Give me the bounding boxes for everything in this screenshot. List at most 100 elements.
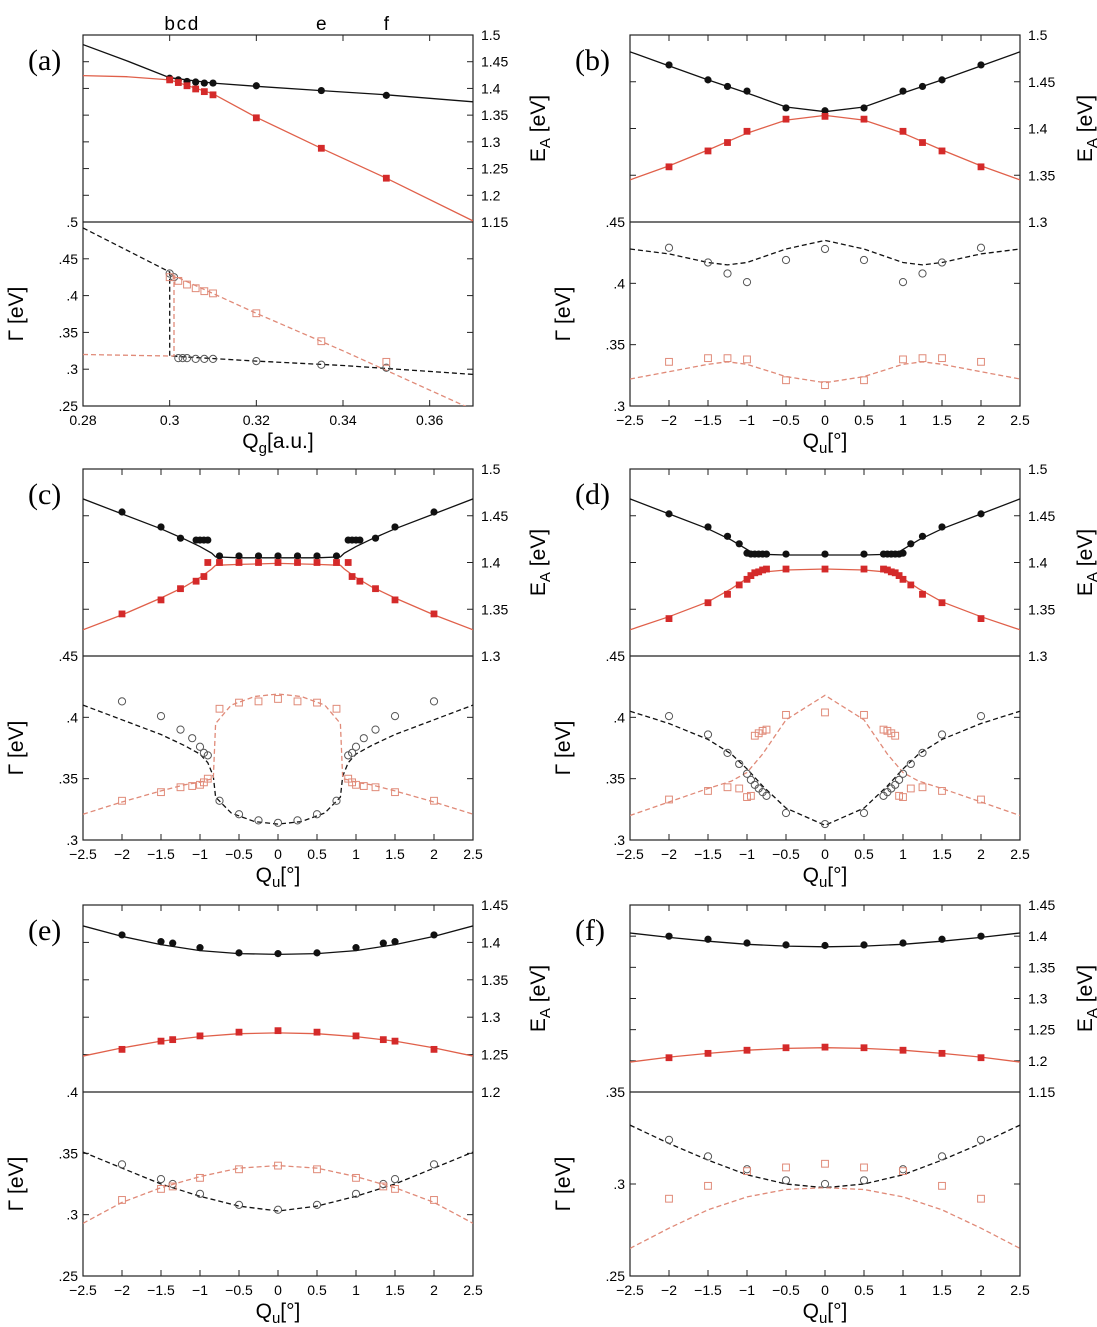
lower-data-point <box>859 808 869 818</box>
upper-data-point <box>887 568 895 576</box>
xtick-label: 1 <box>352 846 360 862</box>
upper-data-point <box>747 572 755 579</box>
lower-data-point <box>859 255 869 265</box>
upper-ytick-label: 1.2 <box>1028 1053 1048 1069</box>
lower-data-point <box>317 360 326 369</box>
lower-data-point <box>664 1135 674 1144</box>
lower-data-point <box>820 819 830 829</box>
xtick-label: 2 <box>430 846 438 862</box>
lower-data-point <box>665 795 673 804</box>
lower-data-point <box>664 243 674 252</box>
lower-data-point <box>182 354 192 363</box>
lower-data-point <box>359 734 368 743</box>
lower-data-point <box>937 258 947 267</box>
lower-data-point <box>430 796 438 805</box>
upper-data-point <box>317 86 325 95</box>
lower-data-point <box>664 712 674 721</box>
xtick-label: 0.34 <box>329 412 356 428</box>
xtick-label: 0.5 <box>307 846 327 862</box>
upper-data-point <box>209 91 217 99</box>
lower-data-point <box>723 783 732 792</box>
upper-data-point <box>860 941 868 949</box>
lower-data-point <box>176 725 185 734</box>
lower-data-point <box>704 354 712 363</box>
lower-ylabel: Γ [eV] <box>5 1157 28 1212</box>
xtick-label: 1.5 <box>385 1282 405 1298</box>
upper-data-point <box>977 163 985 171</box>
upper-data-point <box>743 87 751 95</box>
lower-ytick-label: .3 <box>66 832 78 848</box>
lower-data-point <box>747 791 755 800</box>
xtick-label: 2.5 <box>463 1282 483 1298</box>
lower-data-point <box>293 816 302 825</box>
lower-fit-curve <box>630 239 1020 266</box>
lower-data-point <box>703 1152 713 1161</box>
upper-data-point <box>200 79 208 87</box>
plot-frame <box>629 904 1021 1277</box>
upper-ylabel: EA [eV] <box>1074 965 1097 1032</box>
upper-data-point <box>313 559 321 566</box>
lower-ytick-label: .45 <box>606 214 626 230</box>
upper-data-point <box>235 1028 243 1036</box>
upper-data-point <box>938 76 946 84</box>
upper-data-point <box>313 1028 321 1036</box>
lower-data-point <box>820 1179 830 1189</box>
upper-ytick-label: 1.25 <box>1028 1022 1055 1038</box>
upper-fit-curve <box>83 562 473 631</box>
upper-data-point <box>907 540 915 548</box>
upper-data-point <box>356 577 364 585</box>
upper-data-point <box>899 127 907 135</box>
lower-data-point <box>382 357 391 366</box>
upper-data-point <box>235 559 243 566</box>
xtick-label: −1 <box>192 846 208 862</box>
lower-data-point <box>746 775 756 784</box>
xtick-label: −1 <box>192 1282 208 1298</box>
lower-data-point <box>895 775 904 784</box>
upper-data-point <box>252 82 260 90</box>
upper-ytick-label: 1.35 <box>481 601 508 617</box>
lower-data-point <box>200 354 209 363</box>
upper-data-point <box>333 559 340 566</box>
upper-data-point <box>235 949 243 957</box>
upper-data-point <box>344 559 352 566</box>
upper-ytick-label: 1.2 <box>481 187 501 203</box>
lower-data-point <box>391 788 399 797</box>
xtick-label: −2 <box>114 846 130 862</box>
lower-data-point <box>348 748 357 758</box>
lower-data-point <box>742 1165 752 1174</box>
upper-data-point <box>356 536 364 544</box>
upper-ytick-label: 1.5 <box>1028 461 1048 477</box>
lower-data-point <box>743 1167 751 1176</box>
upper-data-point <box>821 565 829 573</box>
lower-data-point <box>976 712 986 721</box>
upper-data-point <box>755 568 763 576</box>
upper-data-point <box>907 581 915 589</box>
upper-data-point <box>255 559 262 566</box>
upper-ytick-label: 1.45 <box>481 54 508 70</box>
upper-data-point <box>252 114 260 122</box>
lower-data-point <box>742 769 752 778</box>
lower-data-point <box>117 1160 127 1169</box>
upper-ytick-label: 1.3 <box>1028 991 1048 1007</box>
upper-data-point <box>371 534 380 542</box>
panel-b: 1.3 1.35 1.4 1.45 1.5 .3 .35 .4 .45 −2.5 −2 −1.5 −1 −… <box>552 27 1097 457</box>
xtick-label: 1 <box>899 846 907 862</box>
upper-data-point <box>899 575 907 583</box>
upper-ylabel: EA [eV] <box>527 95 554 162</box>
upper-ylabel: EA [eV] <box>1074 529 1097 596</box>
upper-data-point <box>348 573 356 580</box>
upper-data-point <box>382 91 390 99</box>
xtick-label: 2 <box>977 846 985 862</box>
lower-data-point <box>899 355 907 364</box>
upper-data-point <box>665 61 673 69</box>
upper-data-point <box>704 147 712 155</box>
lower-ylabel: Γ [eV] <box>552 721 575 776</box>
lower-fit-curve <box>630 694 1020 817</box>
upper-data-point <box>899 1046 907 1054</box>
xtick-label: −0.5 <box>225 846 253 862</box>
upper-ytick-label: 1.35 <box>1028 601 1055 617</box>
upper-data-point <box>977 1054 985 1062</box>
upper-data-point <box>192 85 200 93</box>
lower-data-point <box>883 726 892 735</box>
